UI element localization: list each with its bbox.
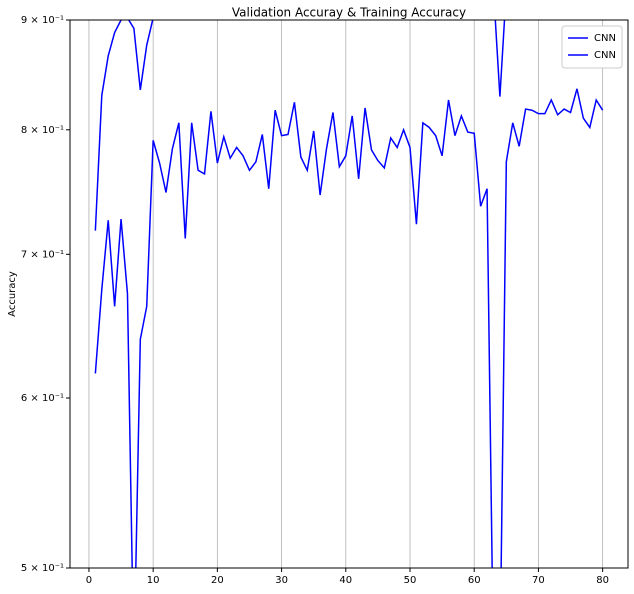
chart-title: Validation Accuray & Training Accuracy	[232, 6, 466, 20]
legend-box	[561, 25, 623, 69]
y-tick-label: 6 × 10⁻¹	[21, 393, 64, 404]
legend-label: CNN	[594, 50, 616, 61]
x-tick-label: 60	[468, 575, 481, 586]
series-line	[94, 88, 604, 568]
x-tick-label: 50	[404, 575, 417, 586]
x-tick-label: 70	[532, 575, 545, 586]
y-tick-label: 9 × 10⁻¹	[21, 15, 64, 26]
y-tick-label: 8 × 10⁻¹	[21, 125, 64, 136]
x-tick-label: 10	[147, 575, 160, 586]
series-group	[94, 20, 506, 231]
series-group	[94, 88, 604, 568]
x-tick-label: 40	[339, 575, 352, 586]
y-axis-label: Accuracy	[7, 271, 18, 317]
legend-label: CNN	[594, 33, 616, 44]
x-tick-label: 80	[596, 575, 609, 586]
plot-frame	[69, 19, 629, 569]
x-tick-label: 0	[86, 575, 92, 586]
series-line	[94, 20, 506, 231]
x-tick-label: 20	[211, 575, 224, 586]
y-tick-label: 7 × 10⁻¹	[21, 249, 64, 260]
y-tick-label: 5 × 10⁻¹	[21, 563, 64, 574]
x-tick-label: 30	[275, 575, 288, 586]
